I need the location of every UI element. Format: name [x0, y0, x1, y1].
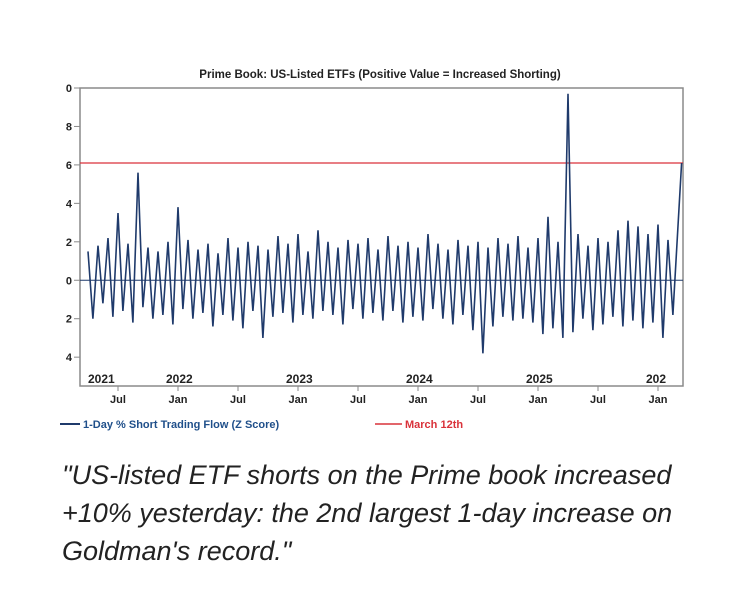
y-axis: 0 8 6 4 2 0 2 4 — [66, 83, 80, 364]
x-month-label: Jan — [649, 394, 668, 406]
x-year-label: 2025 — [526, 372, 553, 386]
caption: "US-listed ETF shorts on the Prime book … — [62, 460, 673, 566]
plot-frame — [79, 87, 684, 387]
chart-title: Prime Book: US-Listed ETFs (Positive Val… — [199, 69, 561, 81]
x-axis: Jul Jan Jul Jan Jul Jan Jul Jan Jul Jan 2021 2022 20… — [88, 372, 668, 406]
y-tick-label: 2 — [66, 314, 72, 326]
legend-label-march-12th: March 12th — [405, 419, 463, 431]
x-month-label: Jul — [230, 394, 246, 406]
x-month-label: Jan — [169, 394, 188, 406]
y-tick-label: 2 — [66, 237, 72, 249]
x-year-label: 202 — [646, 372, 666, 386]
x-year-label: 2024 — [406, 372, 433, 386]
y-tick-label: 8 — [66, 121, 72, 133]
y-tick-label: 6 — [66, 160, 72, 172]
legend-label-short-flow: 1-Day % Short Trading Flow (Z Score) — [83, 419, 280, 431]
x-month-label: Jan — [409, 394, 428, 406]
y-tick-label: 0 — [66, 275, 72, 287]
y-tick-label: 4 — [66, 352, 73, 364]
x-month-label: Jul — [350, 394, 366, 406]
short-flow-series-line — [87, 93, 683, 354]
chart: Prime Book: US-Listed ETFs (Positive Val… — [60, 69, 684, 431]
x-year-label: 2021 — [88, 372, 115, 386]
y-tick-label: 0 — [66, 83, 72, 95]
x-month-label: Jul — [590, 394, 606, 406]
x-month-label: Jul — [110, 394, 126, 406]
x-year-label: 2022 — [166, 372, 193, 386]
x-year-label: 2023 — [286, 372, 313, 386]
y-tick-label: 4 — [66, 198, 73, 210]
x-month-label: Jan — [289, 394, 308, 406]
legend: 1-Day % Short Trading Flow (Z Score) Mar… — [60, 419, 463, 431]
x-month-label: Jul — [470, 394, 486, 406]
x-month-label: Jan — [529, 394, 548, 406]
